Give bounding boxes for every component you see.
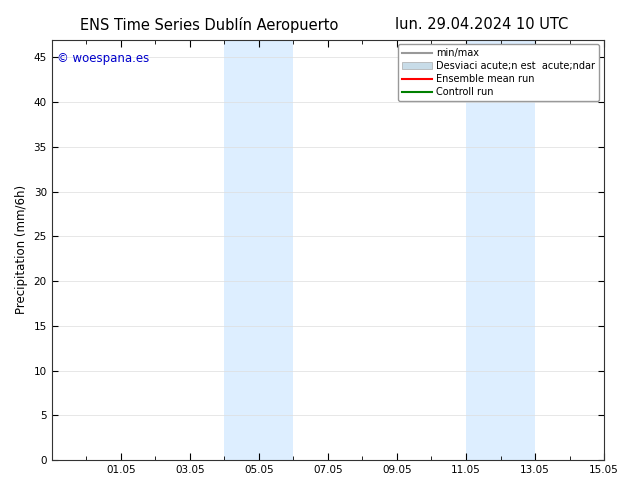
Text: © woespana.es: © woespana.es <box>57 52 150 65</box>
Bar <box>466 40 535 460</box>
Bar <box>224 40 294 460</box>
Text: ENS Time Series Dublín Aeropuerto: ENS Time Series Dublín Aeropuerto <box>80 17 339 33</box>
Text: lun. 29.04.2024 10 UTC: lun. 29.04.2024 10 UTC <box>395 17 569 32</box>
Legend: min/max, Desviaci acute;n est  acute;ndar, Ensemble mean run, Controll run: min/max, Desviaci acute;n est acute;ndar… <box>398 45 599 101</box>
Y-axis label: Precipitation (mm/6h): Precipitation (mm/6h) <box>15 185 28 315</box>
